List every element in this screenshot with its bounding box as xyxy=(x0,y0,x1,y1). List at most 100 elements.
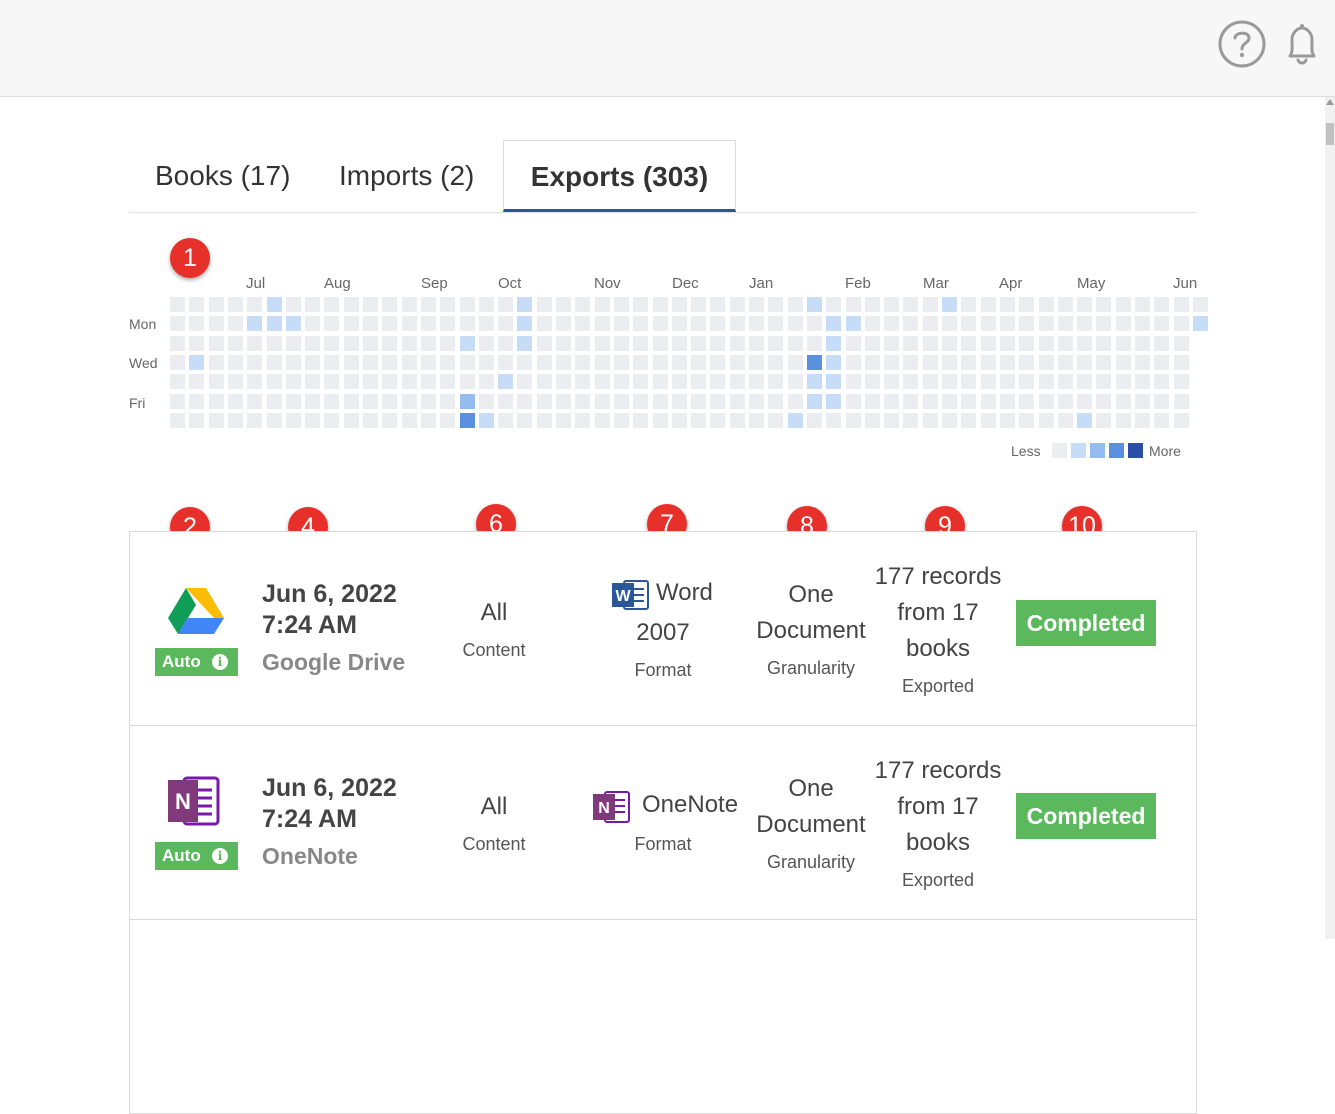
heatmap-cell[interactable] xyxy=(691,413,706,428)
heatmap-cell[interactable] xyxy=(981,394,996,409)
heatmap-cell[interactable] xyxy=(923,394,938,409)
heatmap-cell[interactable] xyxy=(633,355,648,370)
heatmap-cell[interactable] xyxy=(981,316,996,331)
heatmap-cell[interactable] xyxy=(1077,316,1092,331)
heatmap-cell[interactable] xyxy=(421,413,436,428)
heatmap-cell[interactable] xyxy=(884,297,899,312)
heatmap-cell[interactable] xyxy=(942,394,957,409)
heatmap-cell[interactable] xyxy=(1174,413,1189,428)
heatmap-cell[interactable] xyxy=(865,336,880,351)
heatmap-cell[interactable] xyxy=(324,316,339,331)
heatmap-cell[interactable] xyxy=(286,374,301,389)
heatmap-cell[interactable] xyxy=(981,297,996,312)
export-row[interactable]: Auto i Jun 6, 2022 7:24 AM Google Drive … xyxy=(129,531,1197,726)
heatmap-cell[interactable] xyxy=(382,336,397,351)
heatmap-cell[interactable] xyxy=(1019,413,1034,428)
heatmap-cell[interactable] xyxy=(846,374,861,389)
heatmap-cell[interactable] xyxy=(749,316,764,331)
heatmap-cell[interactable] xyxy=(575,374,590,389)
heatmap-cell[interactable] xyxy=(730,336,745,351)
heatmap-cell[interactable] xyxy=(672,374,687,389)
heatmap-cell[interactable] xyxy=(614,394,629,409)
heatmap-cell[interactable] xyxy=(305,316,320,331)
heatmap-cell[interactable] xyxy=(1058,355,1073,370)
heatmap-cell[interactable] xyxy=(363,316,378,331)
heatmap-cell[interactable] xyxy=(1116,297,1131,312)
heatmap-cell[interactable] xyxy=(479,336,494,351)
heatmap-cell[interactable] xyxy=(1077,355,1092,370)
heatmap-cell[interactable] xyxy=(1039,394,1054,409)
heatmap-cell[interactable] xyxy=(961,413,976,428)
heatmap-cell[interactable] xyxy=(595,297,610,312)
heatmap-cell[interactable] xyxy=(653,374,668,389)
heatmap-cell[interactable] xyxy=(961,355,976,370)
heatmap-cell[interactable] xyxy=(923,374,938,389)
heatmap-cell[interactable] xyxy=(1077,297,1092,312)
heatmap-cell[interactable] xyxy=(363,297,378,312)
heatmap-cell[interactable] xyxy=(961,336,976,351)
heatmap-cell[interactable] xyxy=(884,316,899,331)
heatmap-cell[interactable] xyxy=(440,394,455,409)
heatmap-cell[interactable] xyxy=(575,297,590,312)
auto-badge[interactable]: Auto i xyxy=(155,842,238,870)
heatmap-cell[interactable] xyxy=(517,316,532,331)
heatmap-cell[interactable] xyxy=(730,413,745,428)
export-row[interactable]: N Auto i Jun 6, 2022 7:24 AM OneNote All… xyxy=(129,725,1197,920)
heatmap-cell[interactable] xyxy=(633,374,648,389)
heatmap-cell[interactable] xyxy=(1019,316,1034,331)
heatmap-cell[interactable] xyxy=(247,297,262,312)
heatmap-cell[interactable] xyxy=(402,374,417,389)
heatmap-cell[interactable] xyxy=(884,374,899,389)
heatmap-cell[interactable] xyxy=(498,297,513,312)
heatmap-cell[interactable] xyxy=(788,336,803,351)
heatmap-cell[interactable] xyxy=(479,413,494,428)
heatmap-cell[interactable] xyxy=(170,316,185,331)
heatmap-cell[interactable] xyxy=(1154,316,1169,331)
heatmap-cell[interactable] xyxy=(710,374,725,389)
heatmap-cell[interactable] xyxy=(710,355,725,370)
heatmap-cell[interactable] xyxy=(826,336,841,351)
heatmap-cell[interactable] xyxy=(537,316,552,331)
heatmap-cell[interactable] xyxy=(170,336,185,351)
heatmap-cell[interactable] xyxy=(749,297,764,312)
heatmap-cell[interactable] xyxy=(942,413,957,428)
heatmap-cell[interactable] xyxy=(402,413,417,428)
heatmap-cell[interactable] xyxy=(1193,316,1208,331)
heatmap-cell[interactable] xyxy=(189,374,204,389)
heatmap-cell[interactable] xyxy=(209,374,224,389)
heatmap-cell[interactable] xyxy=(170,297,185,312)
heatmap-cell[interactable] xyxy=(324,374,339,389)
heatmap-cell[interactable] xyxy=(730,316,745,331)
heatmap-cell[interactable] xyxy=(421,336,436,351)
heatmap-cell[interactable] xyxy=(1154,413,1169,428)
heatmap-cell[interactable] xyxy=(209,336,224,351)
heatmap-cell[interactable] xyxy=(1154,336,1169,351)
heatmap-cell[interactable] xyxy=(1000,316,1015,331)
heatmap-cell[interactable] xyxy=(1116,355,1131,370)
heatmap-cell[interactable] xyxy=(305,336,320,351)
heatmap-cell[interactable] xyxy=(170,374,185,389)
heatmap-cell[interactable] xyxy=(903,413,918,428)
heatmap-cell[interactable] xyxy=(1019,374,1034,389)
heatmap-cell[interactable] xyxy=(286,336,301,351)
heatmap-cell[interactable] xyxy=(517,374,532,389)
heatmap-cell[interactable] xyxy=(1154,374,1169,389)
heatmap-cell[interactable] xyxy=(826,413,841,428)
heatmap-cell[interactable] xyxy=(903,394,918,409)
heatmap-cell[interactable] xyxy=(788,316,803,331)
heatmap-cell[interactable] xyxy=(344,355,359,370)
heatmap-cell[interactable] xyxy=(1096,394,1111,409)
heatmap-cell[interactable] xyxy=(710,394,725,409)
heatmap-cell[interactable] xyxy=(305,374,320,389)
heatmap-cell[interactable] xyxy=(595,413,610,428)
heatmap-cell[interactable] xyxy=(614,336,629,351)
heatmap-cell[interactable] xyxy=(479,374,494,389)
heatmap-cell[interactable] xyxy=(614,316,629,331)
heatmap-cell[interactable] xyxy=(1000,394,1015,409)
heatmap-cell[interactable] xyxy=(846,297,861,312)
heatmap-cell[interactable] xyxy=(865,297,880,312)
heatmap-cell[interactable] xyxy=(1019,394,1034,409)
heatmap-cell[interactable] xyxy=(575,394,590,409)
heatmap-cell[interactable] xyxy=(344,413,359,428)
heatmap-cell[interactable] xyxy=(305,413,320,428)
